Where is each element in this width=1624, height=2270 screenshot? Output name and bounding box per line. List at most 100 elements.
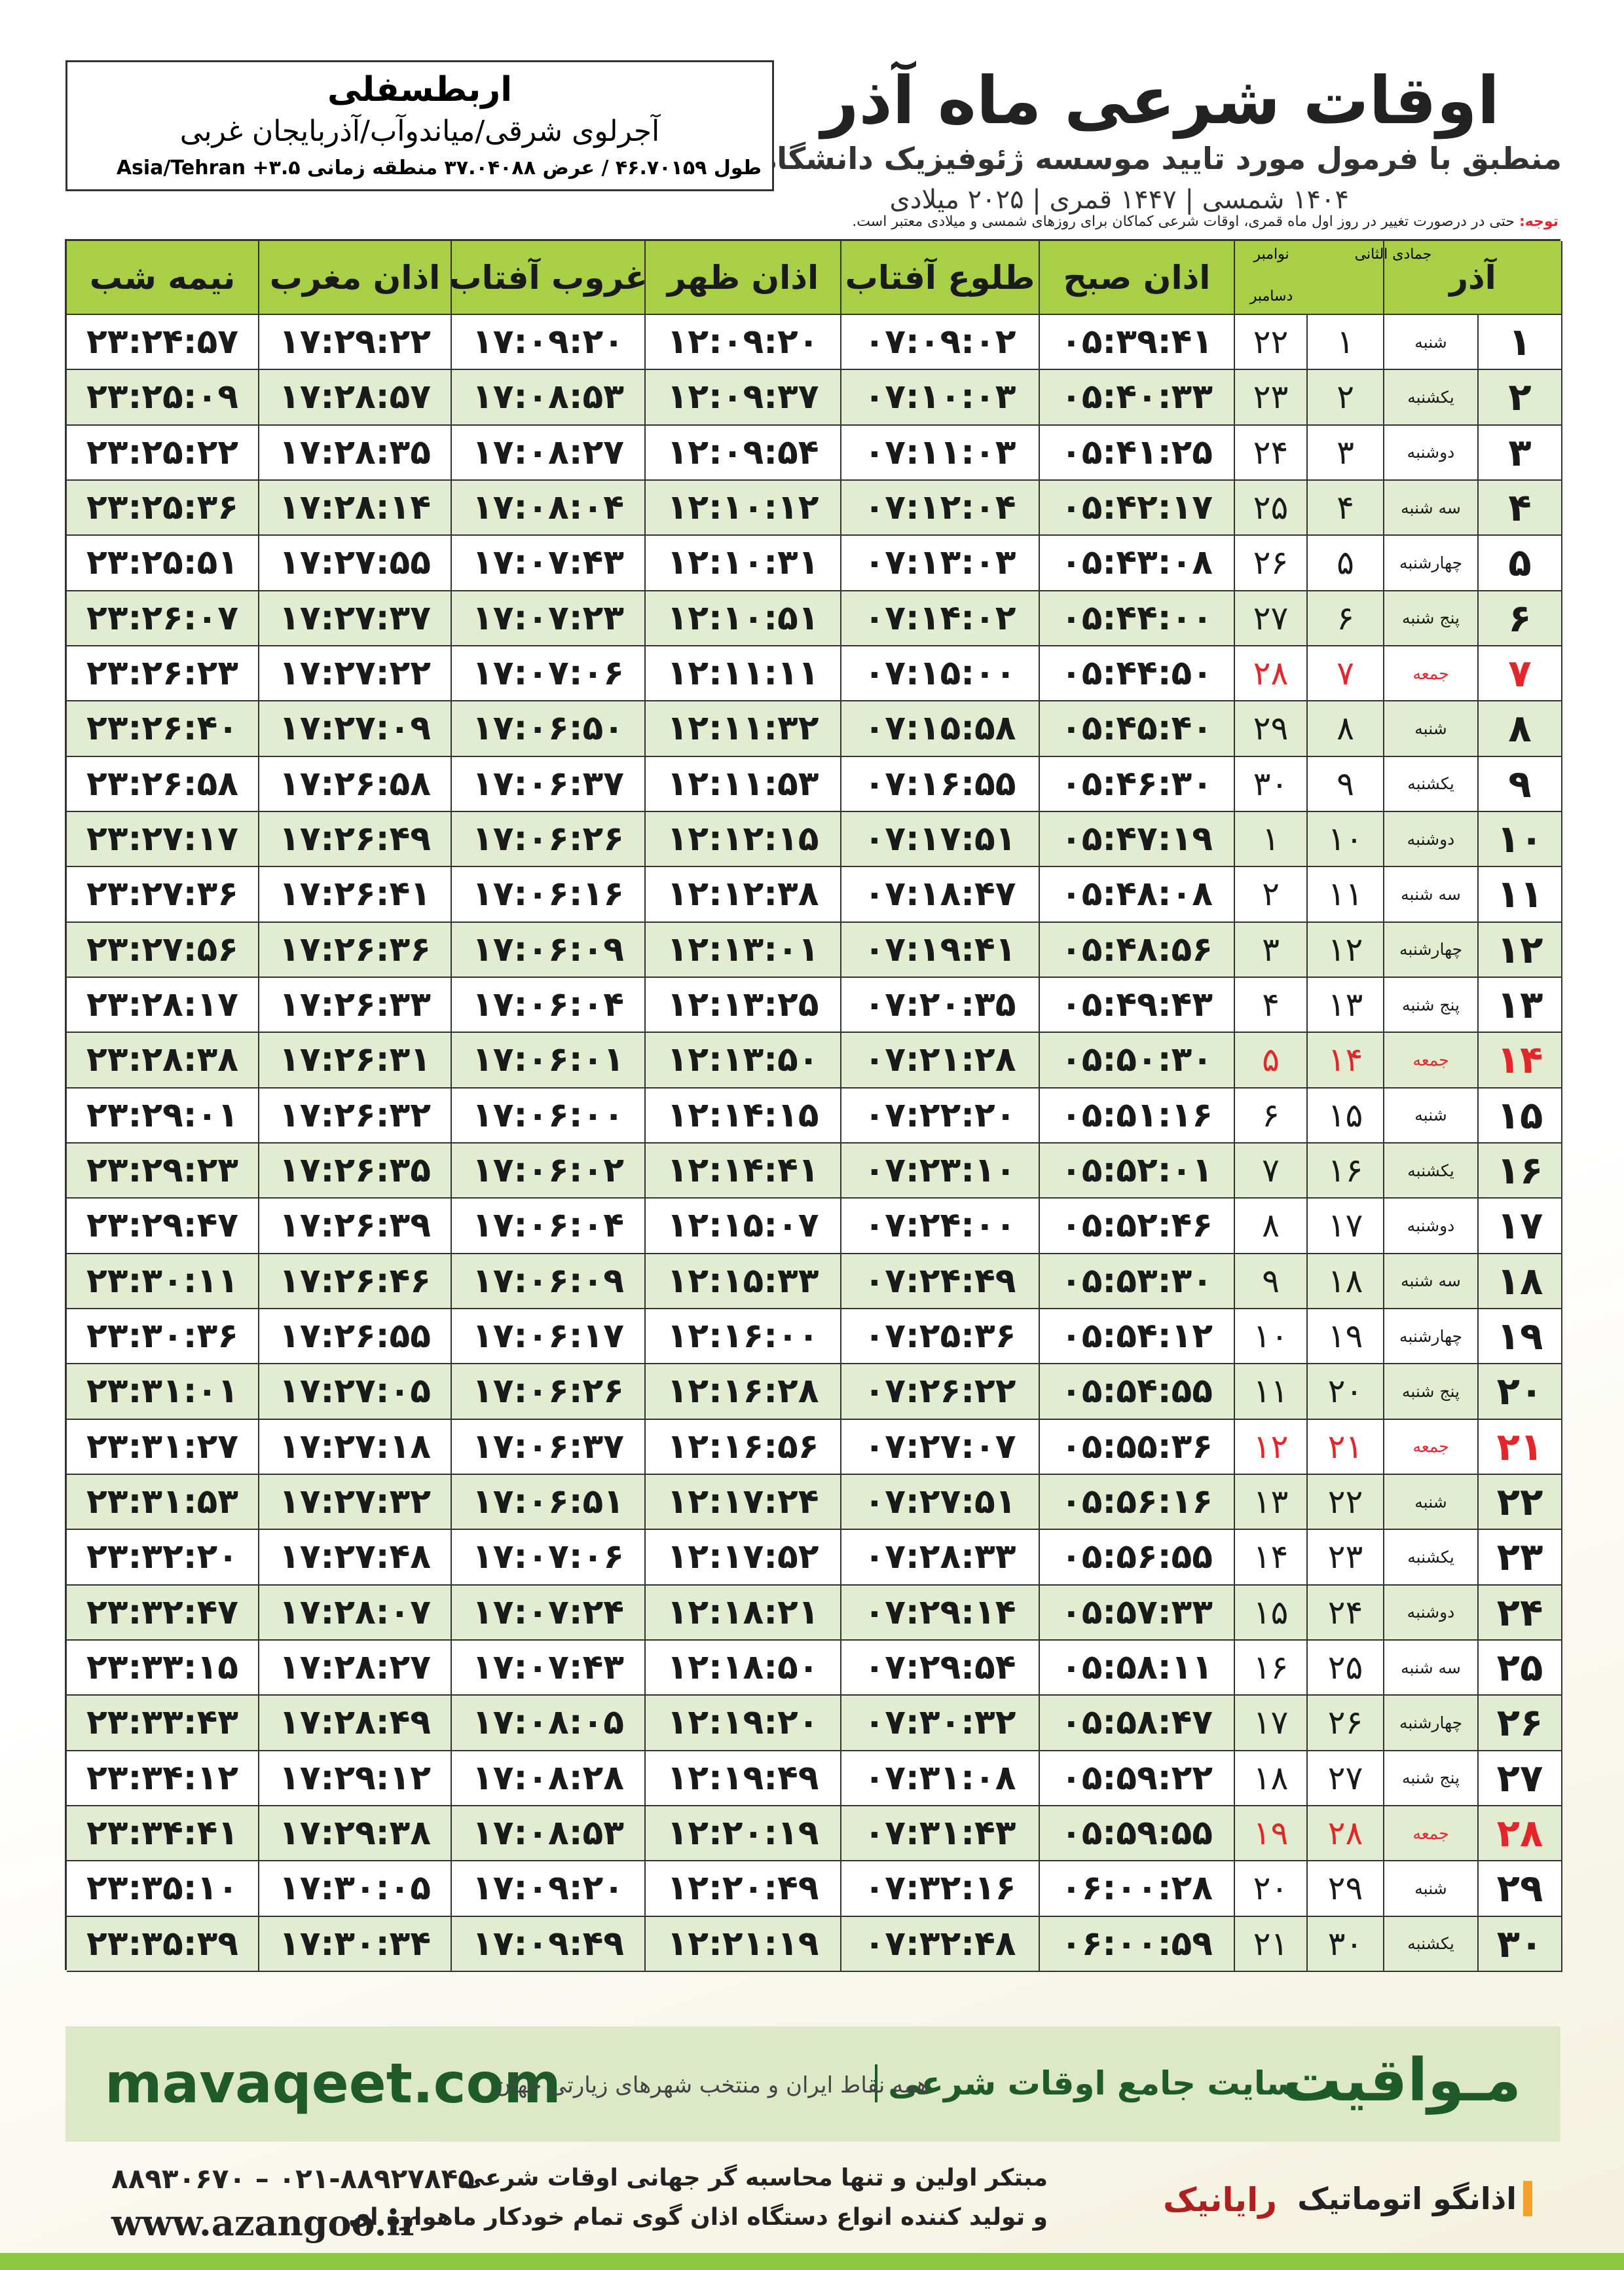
time-cell: ۲۳:۲۵:۳۶: [67, 481, 259, 536]
time-cell: ۲۳:۳۳:۱۵: [67, 1641, 259, 1696]
time-cell: ۰۵:۵۴:۵۵: [1040, 1364, 1235, 1420]
time-cell: ۱۷:۰۸:۵۳: [452, 370, 646, 426]
time-cell: ۰۷:۱۷:۵۱: [841, 812, 1040, 868]
time-cell: ۰۵:۵۵:۳۶: [1040, 1419, 1235, 1475]
time-cell: ۱۲:۱۶:۲۸: [646, 1364, 841, 1420]
time-cell: ۱۲:۱۵:۰۷: [646, 1199, 841, 1254]
time-cell: ۱۷:۲۷:۳۲: [259, 1475, 452, 1531]
time-cell: ۱۷:۲۶:۳۵: [259, 1144, 452, 1199]
line2: و تولید کننده انواع دستگاه اذان گوی تمام…: [348, 2204, 1048, 2231]
time-cell: ۲۳:۲۹:۰۱: [67, 1088, 259, 1144]
time-cell: ۰۷:۱۵:۰۰: [841, 646, 1040, 702]
time-cell: ۱۷:۰۶:۱۷: [452, 1309, 646, 1365]
time-cell: ۲۳:۳۳:۴۳: [67, 1696, 259, 1751]
time-cell: ۰۷:۲۷:۵۱: [841, 1475, 1040, 1531]
time-cell: ۲۳:۳۱:۲۷: [67, 1419, 259, 1475]
date-cell: سه شنبه: [1384, 1641, 1479, 1696]
time-cell: ۱۷:۰۸:۰۵: [452, 1696, 646, 1751]
time-cell: ۱۷:۰۶:۲۶: [452, 812, 646, 868]
time-cell: ۰۵:۴۶:۳۰: [1040, 756, 1235, 812]
date-cell: ۲۶: [1235, 536, 1308, 591]
note: توجه: حتی در درصورت تغییر در روز اول ماه…: [852, 214, 1559, 230]
header-cell: نیمه شب: [67, 241, 259, 315]
date-cell: ۲۴: [1235, 425, 1308, 481]
time-cell: ۰۷:۱۹:۴۱: [841, 922, 1040, 978]
time-cell: ۱۲:۱۴:۱۵: [646, 1088, 841, 1144]
date-cell: ۲۵: [1308, 1641, 1384, 1696]
header-sub: دسامبر: [1249, 288, 1293, 305]
time-cell: ۰۷:۳۱:۰۸: [841, 1751, 1040, 1806]
time-cell: ۱۷:۲۶:۵۵: [259, 1309, 452, 1365]
date-cell: چهارشنبه: [1384, 922, 1479, 978]
date-cell: یکشنبه: [1384, 1144, 1479, 1199]
date-cell: شنبه: [1384, 315, 1479, 371]
logo1: رایانیک: [1163, 2181, 1277, 2219]
time-cell: ۱۷:۲۷:۲۲: [259, 646, 452, 702]
time-cell: ۰۵:۳۹:۴۱: [1040, 315, 1235, 371]
time-cell: ۱۲:۱۱:۵۳: [646, 756, 841, 812]
date-cell: ۱۹: [1235, 1806, 1308, 1862]
time-cell: ۰۶:۰۰:۲۸: [1040, 1861, 1235, 1917]
time-cell: ۱۷:۰۶:۳۷: [452, 1419, 646, 1475]
time-cell: ۱۲:۰۹:۵۴: [646, 425, 841, 481]
time-cell: ۲۳:۳۱:۰۱: [67, 1364, 259, 1420]
time-cell: ۰۵:۵۲:۴۶: [1040, 1199, 1235, 1254]
time-cell: ۱۲:۱۵:۳۳: [646, 1254, 841, 1309]
date-cell: ۲۳: [1479, 1530, 1562, 1586]
time-cell: ۲۳:۲۶:۵۸: [67, 756, 259, 812]
time-cell: ۰۵:۴۳:۰۸: [1040, 536, 1235, 591]
date-cell: ۱۶: [1235, 1641, 1308, 1696]
time-cell: ۱۷:۰۷:۲۴: [452, 1585, 646, 1641]
date-cell: ۲۹: [1308, 1861, 1384, 1917]
time-cell: ۱۷:۲۷:۰۹: [259, 701, 452, 757]
header-cell: [1235, 241, 1384, 315]
date-cell: ۲۸: [1479, 1806, 1562, 1862]
time-cell: ۰۷:۱۳:۰۳: [841, 536, 1040, 591]
time-cell: ۱۲:۲۱:۱۹: [646, 1916, 841, 1972]
time-cell: ۰۷:۲۴:۰۰: [841, 1199, 1040, 1254]
date-cell: ۱۵: [1308, 1088, 1384, 1144]
date-cell: ۸: [1479, 701, 1562, 757]
time-cell: ۱۷:۰۶:۵۰: [452, 701, 646, 757]
time-cell: ۲۳:۲۹:۲۳: [67, 1144, 259, 1199]
time-cell: ۱۲:۱۷:۵۲: [646, 1530, 841, 1586]
date-cell: ۵: [1479, 536, 1562, 591]
date-cell: ۱۳: [1308, 978, 1384, 1033]
date-cell: ۲۶: [1308, 1696, 1384, 1751]
time-cell: ۱۲:۱۱:۱۱: [646, 646, 841, 702]
time-cell: ۰۷:۱۱:۰۳: [841, 425, 1040, 481]
time-cell: ۰۵:۵۶:۵۵: [1040, 1530, 1235, 1586]
date-cell: ۱۴: [1308, 1033, 1384, 1088]
header-sub: جمادی الثانی: [1354, 246, 1432, 263]
time-cell: ۱۷:۰۶:۰۰: [452, 1088, 646, 1144]
time-cell: ۰۷:۳۲:۴۸: [841, 1916, 1040, 1972]
time-cell: ۱۲:۱۴:۴۱: [646, 1144, 841, 1199]
date-cell: ۱۸: [1308, 1254, 1384, 1309]
phone: ۰۲۱-۸۸۹۲۷۸۴۵ – ۸۸۹۳۰۶۷۰: [111, 2163, 475, 2195]
time-cell: ۱۷:۰۷:۲۳: [452, 591, 646, 646]
time-cell: ۰۷:۰۹:۰۲: [841, 315, 1040, 371]
time-cell: ۰۵:۴۸:۵۶: [1040, 922, 1235, 978]
time-cell: ۱۷:۲۸:۲۷: [259, 1641, 452, 1696]
date-cell: ۳۰: [1235, 756, 1308, 812]
time-cell: ۱۷:۰۸:۵۳: [452, 1806, 646, 1862]
time-cell: ۱۷:۰۶:۰۴: [452, 1199, 646, 1254]
time-cell: ۰۵:۴۴:۵۰: [1040, 646, 1235, 702]
time-cell: ۰۵:۵۰:۳۰: [1040, 1033, 1235, 1088]
dates: ۱۴۰۴ شمسی | ۱۴۴۷ قمری | ۲۰۲۵ میلادی: [889, 185, 1349, 215]
slogan: سایت جامع اوقات شرعی: [875, 2064, 1299, 2102]
date-cell: شنبه: [1384, 1475, 1479, 1531]
date-cell: ۲: [1308, 370, 1384, 426]
date-cell: ۲۳: [1308, 1530, 1384, 1586]
time-cell: ۱۷:۳۰:۰۵: [259, 1861, 452, 1917]
tagline: همه نقاط ایران و منتخب شهرهای زیارتی جها…: [494, 2072, 929, 2098]
date-cell: ۴: [1235, 978, 1308, 1033]
time-cell: ۱۷:۲۸:۴۹: [259, 1696, 452, 1751]
date-cell: ۱۰: [1308, 812, 1384, 868]
time-cell: ۰۵:۵۳:۳۰: [1040, 1254, 1235, 1309]
time-cell: ۱۷:۰۸:۰۴: [452, 481, 646, 536]
time-cell: ۱۲:۱۲:۱۵: [646, 812, 841, 868]
date-cell: ۶: [1308, 591, 1384, 646]
time-cell: ۲۳:۳۵:۳۹: [67, 1916, 259, 1972]
title: اوقات شرعی ماه آذر: [821, 62, 1500, 139]
